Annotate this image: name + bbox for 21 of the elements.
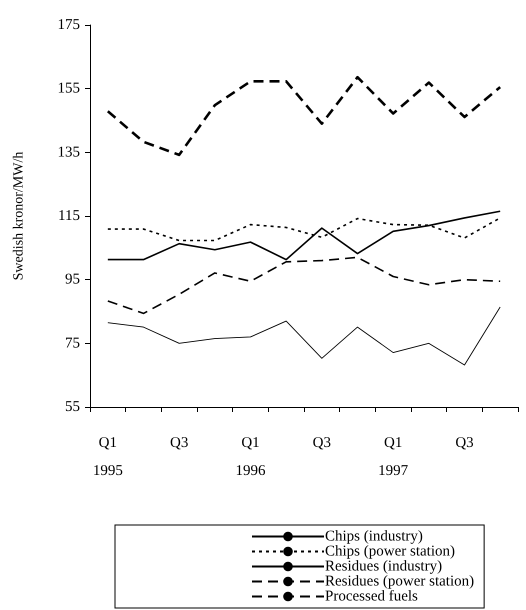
y-tick-label: 155 <box>58 80 80 97</box>
legend-label: Processed fuels <box>325 588 418 604</box>
y-axis-title: Swedish kronor/MW/h <box>12 152 26 280</box>
legend-label: Residues (industry) <box>325 558 442 574</box>
legend-label: Chips (industry) <box>325 528 423 544</box>
x-tick-label: Q1 1997 <box>378 435 409 479</box>
x-tick-label: Q1 1996 <box>236 435 266 479</box>
y-tick-label: 95 <box>65 272 80 288</box>
y-tick-label: 175 <box>58 17 80 33</box>
x-tick-label: Q3 <box>170 435 188 451</box>
legend-label: Residues (power station) <box>325 574 474 590</box>
x-tick-label: Q3 <box>312 435 332 451</box>
y-tick-label: 75 <box>65 335 80 352</box>
legend-label: Chips (power station) <box>325 544 455 560</box>
x-tick-label: Q3 <box>455 435 474 451</box>
y-tick-label: 55 <box>65 399 80 415</box>
y-tick-label: 115 <box>58 208 80 224</box>
line-series <box>106 76 502 156</box>
line-series <box>107 306 501 366</box>
x-tick-label: Q1 1995 <box>92 435 123 479</box>
y-tick-label: 135 <box>58 144 80 160</box>
